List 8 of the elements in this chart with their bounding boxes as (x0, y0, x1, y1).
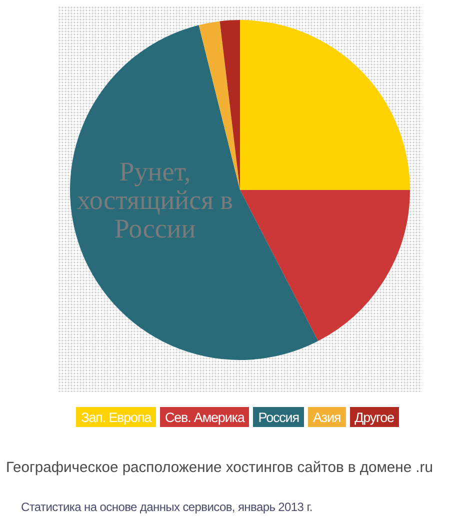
text: Статистика на основе данных сервисов, январь 2013 г. (21, 500, 312, 515)
legend-label: Другое (354, 407, 399, 427)
legend-label: Россия (258, 407, 304, 427)
text: Географическое расположение хостингов сайтов в домене .ru (6, 459, 433, 477)
legend-label: Зап. Европа (81, 407, 156, 427)
text: Рунет, хостящийся в России (76, 156, 234, 244)
legend-label: Сев. Америка (164, 407, 250, 427)
legend-label: Азия (312, 407, 346, 427)
